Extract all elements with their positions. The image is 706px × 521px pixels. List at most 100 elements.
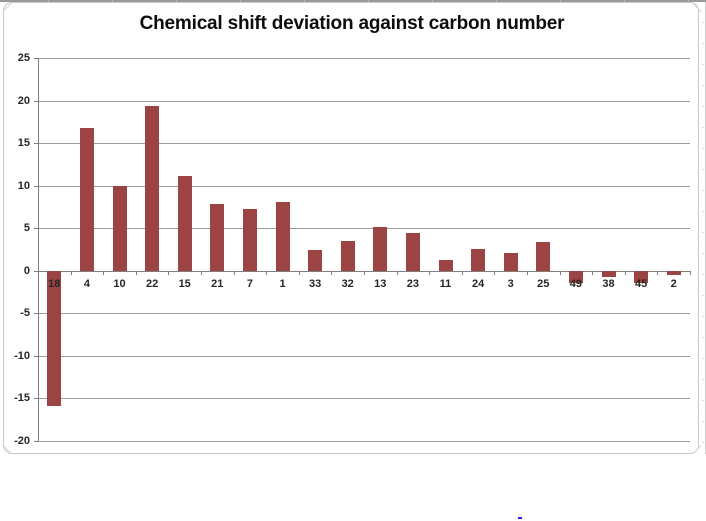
- x-axis-category-label: 32: [341, 278, 354, 290]
- x-axis-category-label: 23: [406, 278, 420, 290]
- gridline-y-5: [38, 313, 690, 315]
- x-axis-tick: [364, 270, 365, 275]
- gridline-y25: [38, 57, 690, 59]
- row-separator-dot: [702, 85, 704, 86]
- x-axis-category-label: 21: [211, 278, 224, 290]
- row-separator-dot: [702, 232, 704, 233]
- y-axis-tick: [34, 313, 38, 315]
- x-axis-tick: [592, 270, 594, 275]
- row-separator-dot: [702, 211, 704, 212]
- row-separator-dot: [702, 316, 704, 317]
- row-separator-dot: [702, 253, 704, 254]
- x-axis-category-label: 45: [634, 278, 648, 290]
- y-axis-tick-label: -20: [14, 434, 30, 447]
- chart-title[interactable]: Chemical shift deviation against carbon …: [139, 13, 565, 34]
- gridline-y5: [38, 228, 690, 230]
- bar-33[interactable]: [308, 250, 323, 271]
- x-axis-category-label: 1: [279, 278, 286, 290]
- bar-45[interactable]: [634, 270, 649, 283]
- gridline-y10: [38, 185, 690, 187]
- bar-15[interactable]: [177, 176, 192, 271]
- row-separator-dot: [702, 169, 704, 170]
- x-axis-tick: [396, 270, 398, 275]
- x-axis-category-label: 38: [602, 278, 615, 290]
- x-axis-tick: [527, 270, 528, 275]
- bar-21[interactable]: [210, 203, 225, 271]
- row-separator-dot: [702, 442, 704, 443]
- bar-32[interactable]: [340, 240, 355, 271]
- x-axis-category-label: 11: [439, 278, 452, 290]
- x-axis-tick: [624, 270, 626, 275]
- y-axis-tick: [34, 355, 38, 357]
- bar-13[interactable]: [373, 227, 388, 271]
- row-separator-dot: [702, 295, 704, 296]
- row-separator-dot: [702, 274, 704, 275]
- bar-25[interactable]: [536, 241, 551, 271]
- y-axis-tick-label: -10: [14, 349, 30, 362]
- x-axis-category-label: 33: [308, 278, 322, 290]
- bar-7[interactable]: [242, 208, 257, 271]
- bar-49[interactable]: [568, 270, 583, 283]
- bar-4[interactable]: [79, 127, 94, 271]
- y-axis-tick: [34, 185, 38, 187]
- gridline-y20: [38, 100, 690, 102]
- x-axis-category-label: 22: [145, 278, 159, 290]
- x-axis-category-label: 10: [113, 278, 126, 290]
- x-axis-category-label: 25: [537, 278, 550, 290]
- x-axis-tick: [38, 270, 39, 275]
- bar-2[interactable]: [666, 270, 681, 275]
- x-axis-tick: [135, 270, 137, 275]
- y-axis-line: [38, 57, 39, 441]
- bar-38[interactable]: [601, 270, 616, 278]
- x-axis-tick: [168, 270, 170, 275]
- bar-10[interactable]: [112, 185, 127, 271]
- y-axis-tick-label: 15: [17, 137, 30, 150]
- y-axis-tick: [34, 57, 38, 59]
- x-axis-category-label: 13: [374, 278, 387, 290]
- bar-22[interactable]: [145, 105, 160, 271]
- x-axis-tick: [494, 270, 496, 275]
- gridline-y-10: [38, 355, 690, 357]
- row-separator-dot: [702, 64, 704, 65]
- x-axis-tick: [429, 270, 431, 275]
- row-separator-dot: [702, 379, 704, 380]
- bar-3[interactable]: [503, 252, 518, 271]
- y-axis-tick: [34, 440, 38, 442]
- y-axis-tick-label: 5: [23, 222, 30, 235]
- bar-23[interactable]: [405, 233, 420, 271]
- x-axis-category-label: 24: [471, 278, 485, 290]
- x-axis-category-label: 18: [48, 278, 61, 290]
- bar-11[interactable]: [438, 259, 453, 271]
- x-axis-category-label: 4: [83, 278, 90, 290]
- y-axis-tick-label: -5: [20, 307, 30, 320]
- row-separator-dot: [702, 22, 704, 23]
- x-axis-tick: [201, 270, 202, 275]
- y-axis-tick-label: -15: [14, 392, 30, 405]
- bar-1[interactable]: [275, 201, 290, 271]
- y-axis-tick: [34, 270, 38, 272]
- y-axis-tick: [34, 398, 38, 400]
- row-separator-dot: [702, 337, 704, 338]
- x-axis-category-label: 2: [670, 278, 677, 290]
- y-axis-tick-label: 0: [23, 264, 30, 277]
- row-separator-dot: [702, 148, 704, 149]
- row-separator-dot: [702, 421, 704, 422]
- x-axis-tick: [559, 270, 561, 275]
- x-axis-category-label: 15: [178, 278, 191, 290]
- row-separator-dot: [702, 43, 704, 44]
- gridline-y-20: [38, 440, 690, 442]
- gridline-y15: [38, 143, 690, 145]
- y-axis-tick: [34, 143, 38, 145]
- x-axis-tick: [266, 270, 268, 275]
- bar-24[interactable]: [471, 249, 486, 271]
- bar-18[interactable]: [47, 270, 62, 406]
- row-separator-dot: [702, 400, 704, 401]
- x-axis-tick: [331, 270, 333, 275]
- x-axis-category-label: 3: [507, 278, 514, 290]
- y-axis-tick: [34, 228, 38, 230]
- y-axis-tick: [34, 100, 38, 102]
- x-axis-category-label: 49: [569, 278, 583, 290]
- stray-blue-mark: [518, 517, 522, 519]
- row-separator-dot: [702, 106, 704, 107]
- x-axis-tick: [690, 270, 691, 275]
